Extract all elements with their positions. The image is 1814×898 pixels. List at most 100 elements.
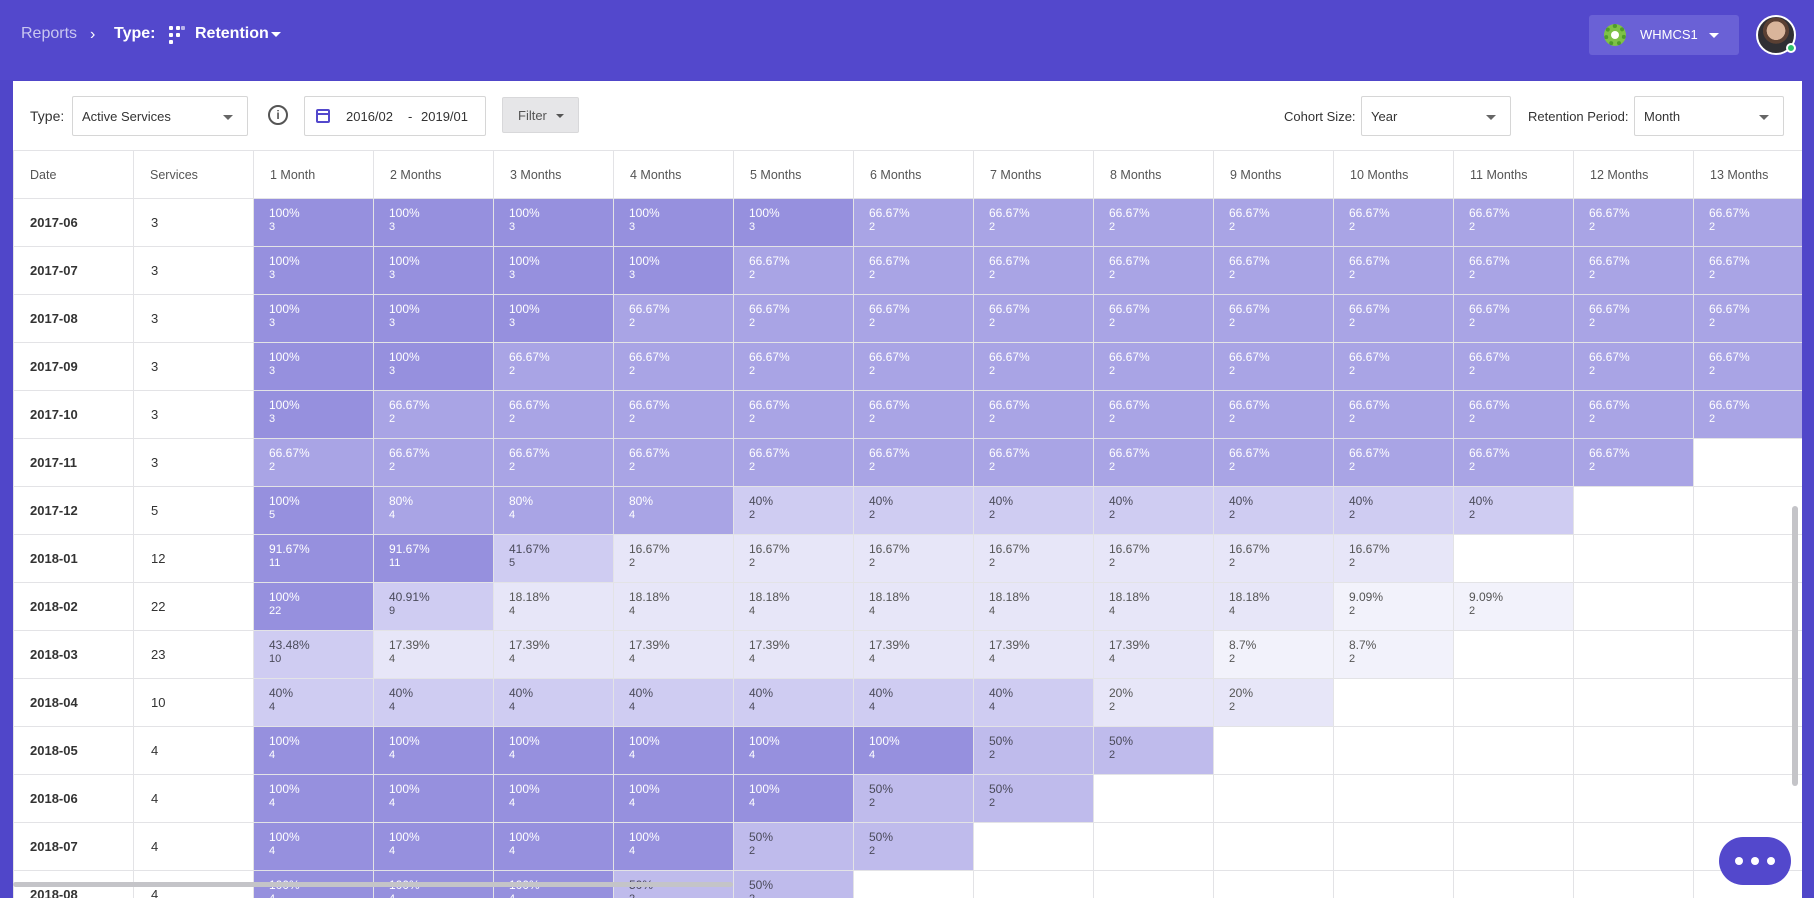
retention-cell: 66.67% 2 — [1093, 246, 1214, 295]
retention-count: 2 — [1109, 221, 1116, 233]
table-row: 2017-10 3 100% 3 66.67% 2 66.67% 2 66.67% 2 66.67%… — [13, 390, 1802, 439]
type-select[interactable]: Active Services — [72, 96, 248, 136]
avatar[interactable] — [1756, 15, 1796, 55]
retention-count: 2 — [1229, 317, 1236, 329]
retention-count: 4 — [629, 797, 636, 809]
retention-cell: 66.67% 2 — [613, 390, 734, 439]
retention-percent: 66.67% — [1229, 254, 1270, 268]
retention-percent: 66.67% — [1469, 206, 1510, 220]
empty-cell — [1573, 726, 1694, 775]
retention-percent: 100% — [509, 782, 540, 796]
retention-percent: 50% — [749, 878, 774, 892]
retention-percent: 66.67% — [1589, 206, 1630, 220]
filter-button[interactable]: Filter — [502, 97, 579, 133]
retention-count: 2 — [1109, 365, 1116, 377]
retention-cell: 17.39% 4 — [853, 630, 974, 679]
retention-cell: 100% 3 — [373, 342, 494, 391]
retention-percent: 100% — [389, 830, 420, 844]
retention-cell: 100% 3 — [733, 198, 854, 247]
chevron-down-icon — [1709, 33, 1719, 38]
empty-cell — [1453, 774, 1574, 823]
retention-period-select[interactable]: Month — [1634, 96, 1784, 136]
retention-percent: 100% — [269, 398, 300, 412]
retention-cell: 100%4 — [373, 822, 494, 871]
vertical-scrollbar[interactable] — [1792, 506, 1798, 786]
retention-count: 2 — [1709, 221, 1716, 233]
retention-cell: 66.67% 2 — [1093, 438, 1214, 487]
retention-count: 22 — [269, 605, 282, 617]
retention-cell: 66.67% 2 — [493, 438, 614, 487]
breadcrumb-reports-link[interactable]: Reports — [21, 25, 78, 42]
type-select-value: Active Services — [82, 109, 171, 124]
retention-count: 2 — [749, 557, 756, 569]
retention-percent: 66.67% — [509, 446, 550, 460]
retention-cell: 66.67% 2 — [973, 342, 1094, 391]
retention-count: 2 — [869, 509, 876, 521]
retention-percent: 100% — [269, 494, 300, 508]
date-range-picker[interactable]: 2016/02 - 2019/01 — [304, 96, 486, 136]
breadcrumb-report-selector[interactable]: Retention — [195, 25, 269, 42]
retention-percent: 66.67% — [869, 446, 910, 460]
retention-count: 2 — [1229, 413, 1236, 425]
cohort-size-select[interactable]: Year — [1361, 96, 1511, 136]
retention-cell: 100% 3 — [613, 198, 734, 247]
retention-count: 2 — [1469, 221, 1476, 233]
retention-cell: 66.67% 2 — [253, 438, 374, 487]
retention-cell: 100% 3 — [493, 198, 614, 247]
retention-cell: 100% 3 — [253, 294, 374, 343]
retention-percent: 100% — [629, 206, 660, 220]
cohort-services-count: 3 — [133, 438, 254, 487]
retention-percent: 91.67% — [389, 542, 430, 556]
retention-percent: 18.18% — [629, 590, 670, 604]
cohort-date: 2018-01 — [13, 534, 134, 583]
retention-cell: 100% 22 — [253, 582, 374, 631]
retention-percent: 17.39% — [629, 638, 670, 652]
retention-period-value: Month — [1644, 109, 1681, 124]
retention-percent: 66.67% — [509, 398, 550, 412]
retention-percent: 66.67% — [749, 350, 790, 364]
retention-count: 4 — [389, 509, 396, 521]
retention-percent: 100% — [269, 302, 300, 316]
account-switcher-button[interactable]: WHMCS1 — [1589, 15, 1739, 55]
retention-count: 4 — [509, 509, 516, 521]
horizontal-scrollbar[interactable] — [13, 882, 733, 887]
retention-count: 4 — [869, 605, 876, 617]
retention-percent: 50% — [749, 830, 774, 844]
retention-cell: 40% 2 — [1093, 486, 1214, 535]
retention-count: 2 — [1709, 317, 1716, 329]
chat-button[interactable] — [1719, 837, 1791, 885]
retention-percent: 66.67% — [1469, 350, 1510, 364]
empty-cell — [1333, 774, 1454, 823]
cohort-services-count: 4 — [133, 726, 254, 775]
retention-count: 4 — [749, 701, 756, 713]
chevron-down-icon[interactable] — [271, 32, 281, 37]
retention-cell: 66.67% 2 — [973, 198, 1094, 247]
cohort-services-count: 3 — [133, 342, 254, 391]
date-to: 2019/01 — [421, 109, 468, 124]
retention-count: 2 — [1349, 317, 1356, 329]
empty-cell — [973, 870, 1094, 898]
table-row: 2018-01 12 91.67% 11 91.67% 11 41.67% 5 16.67% 2 1… — [13, 534, 1802, 583]
retention-percent: 66.67% — [629, 350, 670, 364]
retention-count: 2 — [509, 413, 516, 425]
retention-cell: 66.67% 2 — [1333, 246, 1454, 295]
retention-count: 2 — [749, 892, 853, 898]
retention-percent: 66.67% — [749, 446, 790, 460]
empty-cell — [1453, 870, 1574, 898]
empty-cell — [1693, 678, 1802, 727]
chevron-right-icon: › — [90, 26, 96, 43]
retention-cell: 66.67% 2 — [1573, 294, 1694, 343]
retention-percent: 100% — [389, 782, 420, 796]
retention-percent: 100% — [509, 302, 540, 316]
cohort-services-count: 3 — [133, 198, 254, 247]
retention-count: 4 — [629, 509, 636, 521]
retention-count: 4 — [389, 845, 396, 857]
info-icon[interactable]: i — [268, 105, 288, 125]
retention-count: 3 — [269, 317, 276, 329]
retention-cell: 18.18% 4 — [1213, 582, 1334, 631]
retention-table-container[interactable]: Date Services 1 Month 2 Months 3 Months 4 Mon… — [13, 150, 1802, 898]
whmcs-gear-icon — [1604, 24, 1626, 46]
retention-percent: 20% — [1109, 686, 1134, 700]
retention-percent: 66.67% — [749, 254, 790, 268]
retention-cell: 66.67% 2 — [1213, 390, 1334, 439]
